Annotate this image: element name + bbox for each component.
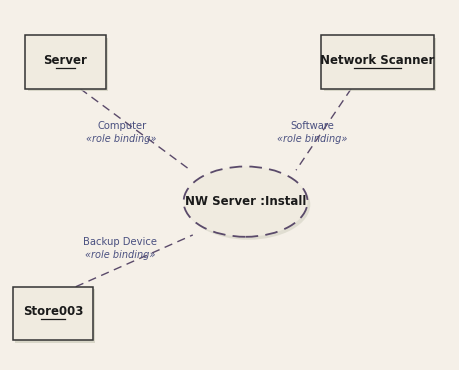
Text: Software: Software	[290, 121, 334, 131]
Text: Network Scanner: Network Scanner	[320, 54, 435, 67]
FancyBboxPatch shape	[15, 289, 95, 343]
Text: NW Server :Install: NW Server :Install	[185, 195, 306, 208]
Text: Backup Device: Backup Device	[83, 237, 157, 248]
Text: Server: Server	[44, 54, 87, 67]
Ellipse shape	[186, 169, 310, 240]
FancyBboxPatch shape	[28, 38, 108, 91]
FancyBboxPatch shape	[13, 287, 93, 340]
FancyBboxPatch shape	[321, 35, 434, 89]
Text: «role binding»: «role binding»	[85, 250, 156, 260]
Text: «role binding»: «role binding»	[277, 134, 347, 144]
Text: Computer: Computer	[97, 121, 146, 131]
Text: «role binding»: «role binding»	[86, 134, 157, 144]
Text: Store003: Store003	[23, 305, 83, 318]
Ellipse shape	[184, 166, 308, 237]
FancyBboxPatch shape	[324, 38, 436, 91]
FancyBboxPatch shape	[25, 35, 106, 89]
